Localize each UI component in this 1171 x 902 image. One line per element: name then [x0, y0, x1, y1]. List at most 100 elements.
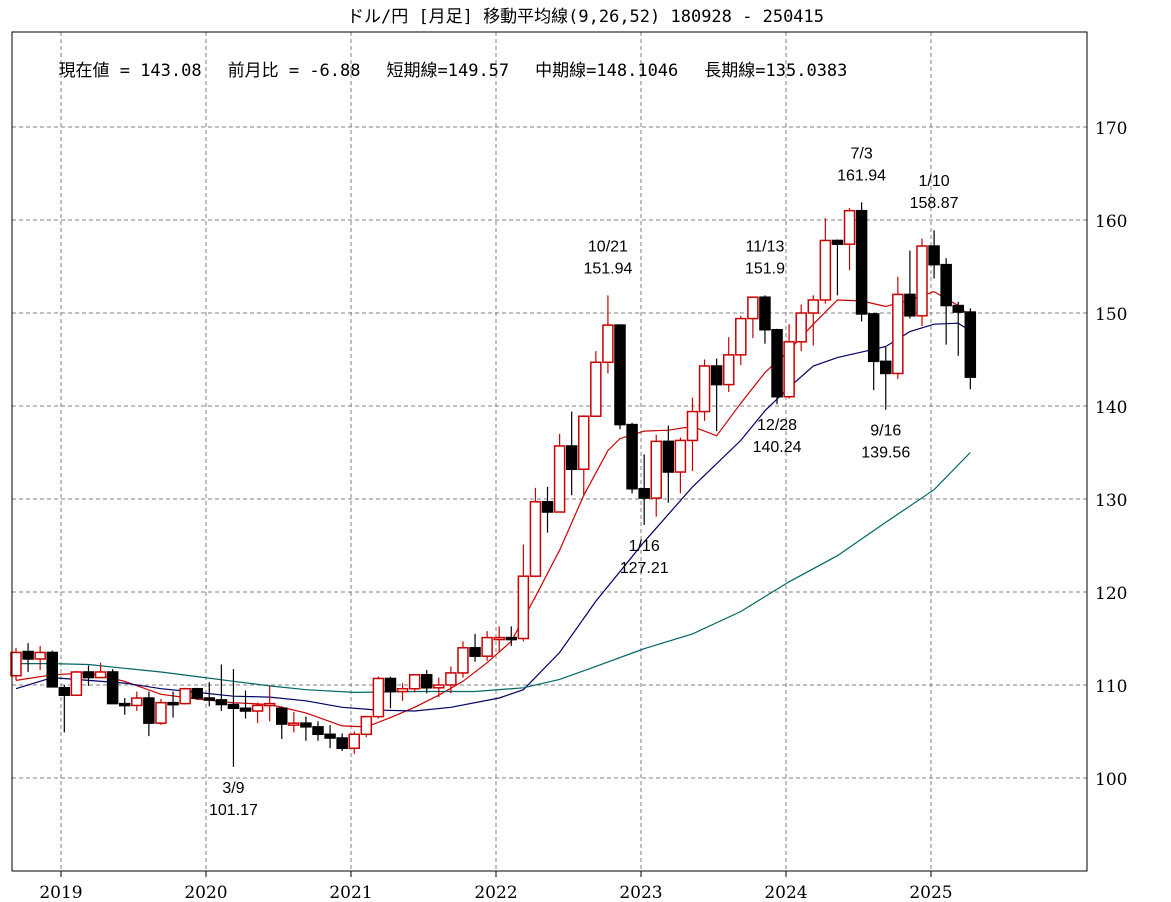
long-ma-value: 長期線=135.0383 [704, 61, 848, 81]
candle-body [807, 299, 820, 314]
y-tick-label: 130 [1095, 491, 1127, 511]
candle-body [372, 677, 385, 718]
mid-ma-value: 中期線=148.1046 [535, 61, 679, 81]
annotation-date: 3/9 [222, 780, 244, 797]
candle-body [384, 677, 397, 693]
candle-body [565, 445, 578, 470]
candle-body [22, 650, 34, 660]
candles [10, 202, 977, 767]
candle-body [578, 415, 590, 470]
candle-body [686, 410, 699, 442]
y-axis: 100 110 120 130 140 150 160 170 [1095, 119, 1127, 790]
candle-body [34, 651, 46, 660]
candle-body [263, 702, 276, 707]
grid-lines [12, 32, 1087, 871]
candle-body [505, 636, 518, 641]
candle-body [408, 674, 421, 690]
chart-title: ドル/円 [月足] 移動平均線(9,26,52) 180928 - 250415 [346, 7, 825, 27]
candle-body [348, 733, 360, 749]
candle-body [396, 687, 409, 693]
candle-body [964, 311, 977, 378]
candle-body [819, 239, 832, 301]
ma-line [16, 452, 971, 694]
x-tick-label: 2023 [619, 883, 662, 902]
candle-body [360, 715, 373, 736]
annotation-value: 127.21 [620, 560, 669, 577]
candle-body [541, 501, 554, 513]
annotation-date: 1/10 [919, 173, 950, 190]
x-axis: 2019 2020 2021 2022 2023 2024 2025 [39, 871, 953, 902]
candle-body [674, 439, 687, 473]
y-tick-label: 110 [1095, 677, 1127, 697]
annotation-value: 151.94 [583, 260, 632, 277]
candle-body [251, 704, 264, 712]
annotation-value: 139.56 [861, 445, 910, 462]
annotation-value: 140.24 [753, 439, 802, 456]
stats-bar: 現在値 = 143.08 前月比 = -6.88 短期線=149.57 中期線=148… [38, 36, 873, 81]
candle-body [710, 365, 723, 386]
annotation-value: 101.17 [209, 802, 258, 819]
candle-body [288, 722, 300, 726]
candle-body [626, 423, 638, 490]
candle-body [952, 304, 964, 313]
candle-body [795, 312, 807, 343]
annotation-date: 9/16 [870, 423, 901, 440]
candle-body [106, 671, 119, 705]
annotation-value: 161.94 [837, 167, 886, 184]
candle-body [312, 726, 324, 736]
candle-body [10, 651, 22, 677]
candle-body [227, 703, 240, 710]
annotation-date: 7/3 [850, 145, 872, 162]
annotation-value: 158.87 [910, 195, 959, 212]
x-tick-label: 2025 [909, 883, 952, 902]
candle-body [880, 360, 892, 375]
annotation-date: 1/16 [629, 538, 660, 555]
candle-body [590, 361, 602, 417]
candle-body [517, 575, 530, 640]
candle-body [855, 209, 868, 315]
candle-body [203, 697, 216, 701]
candle-body [179, 687, 191, 705]
annotation-date: 11/13 [746, 238, 785, 255]
candle-body [904, 293, 916, 317]
candle-body [529, 501, 542, 577]
candle-body [843, 209, 856, 245]
candle-body [469, 647, 481, 657]
candle-body [167, 701, 179, 706]
candle-body [747, 296, 759, 320]
current-value: 現在値 = 143.08 [58, 61, 202, 81]
y-tick-label: 120 [1095, 584, 1127, 604]
candle-body [614, 324, 626, 426]
candle-body [155, 701, 167, 724]
y-tick-label: 160 [1095, 212, 1127, 232]
candle-body [928, 245, 940, 266]
candle-body [553, 445, 566, 513]
x-tick-label: 2019 [39, 883, 82, 902]
y-tick-label: 100 [1095, 770, 1127, 790]
candle-body [215, 699, 228, 706]
candle-body [650, 440, 662, 499]
y-tick-label: 170 [1095, 119, 1127, 139]
candle-body [82, 671, 95, 679]
ma-line [15, 290, 971, 728]
moving-average-lines [15, 290, 971, 728]
short-ma-value: 短期線=149.57 [386, 61, 510, 81]
candle-body [445, 672, 457, 686]
candle-body [892, 293, 904, 375]
candle-body [131, 697, 143, 707]
candle-body [722, 354, 735, 386]
candle-body [70, 671, 83, 696]
candle-body [300, 722, 312, 728]
month-change: 前月比 = -6.88 [227, 61, 361, 81]
candle-body [831, 239, 844, 245]
y-tick-label: 150 [1095, 305, 1127, 325]
candle-body [481, 636, 493, 657]
candle-body [735, 317, 747, 356]
annotations: 3/9 101.17 10/21 151.94 1/16 127.21 11/13 151.9… [209, 145, 959, 819]
candle-body [493, 636, 505, 641]
candle-body [420, 674, 433, 689]
candle-body [118, 702, 131, 707]
candle-body [783, 341, 795, 398]
annotation-date: 12/28 [757, 417, 797, 434]
candle-body [324, 733, 336, 739]
